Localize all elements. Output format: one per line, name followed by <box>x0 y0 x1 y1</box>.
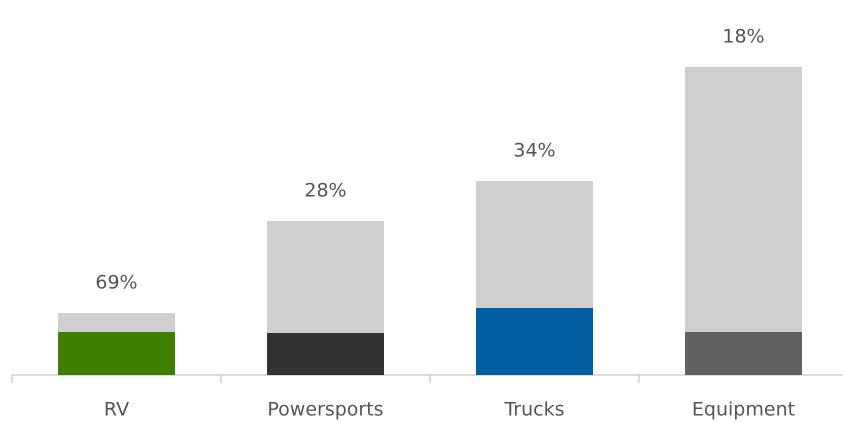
x-tick-label: Trucks <box>503 399 564 421</box>
bar-segment <box>476 308 593 375</box>
data-label: 34% <box>513 140 555 162</box>
x-tick-label: Powersports <box>267 399 383 421</box>
x-tick-label: Equipment <box>692 399 795 421</box>
data-label: 69% <box>95 272 137 294</box>
data-label: 18% <box>722 26 764 48</box>
bar-segment <box>685 67 802 332</box>
bar-segment <box>267 221 384 333</box>
bar-segment <box>58 332 175 375</box>
bar-segment <box>685 332 802 375</box>
data-label: 28% <box>304 180 346 202</box>
bar-segment <box>58 313 175 332</box>
bar-segment <box>267 333 384 375</box>
bar-segment <box>476 181 593 308</box>
x-tick-label: RV <box>104 399 129 421</box>
